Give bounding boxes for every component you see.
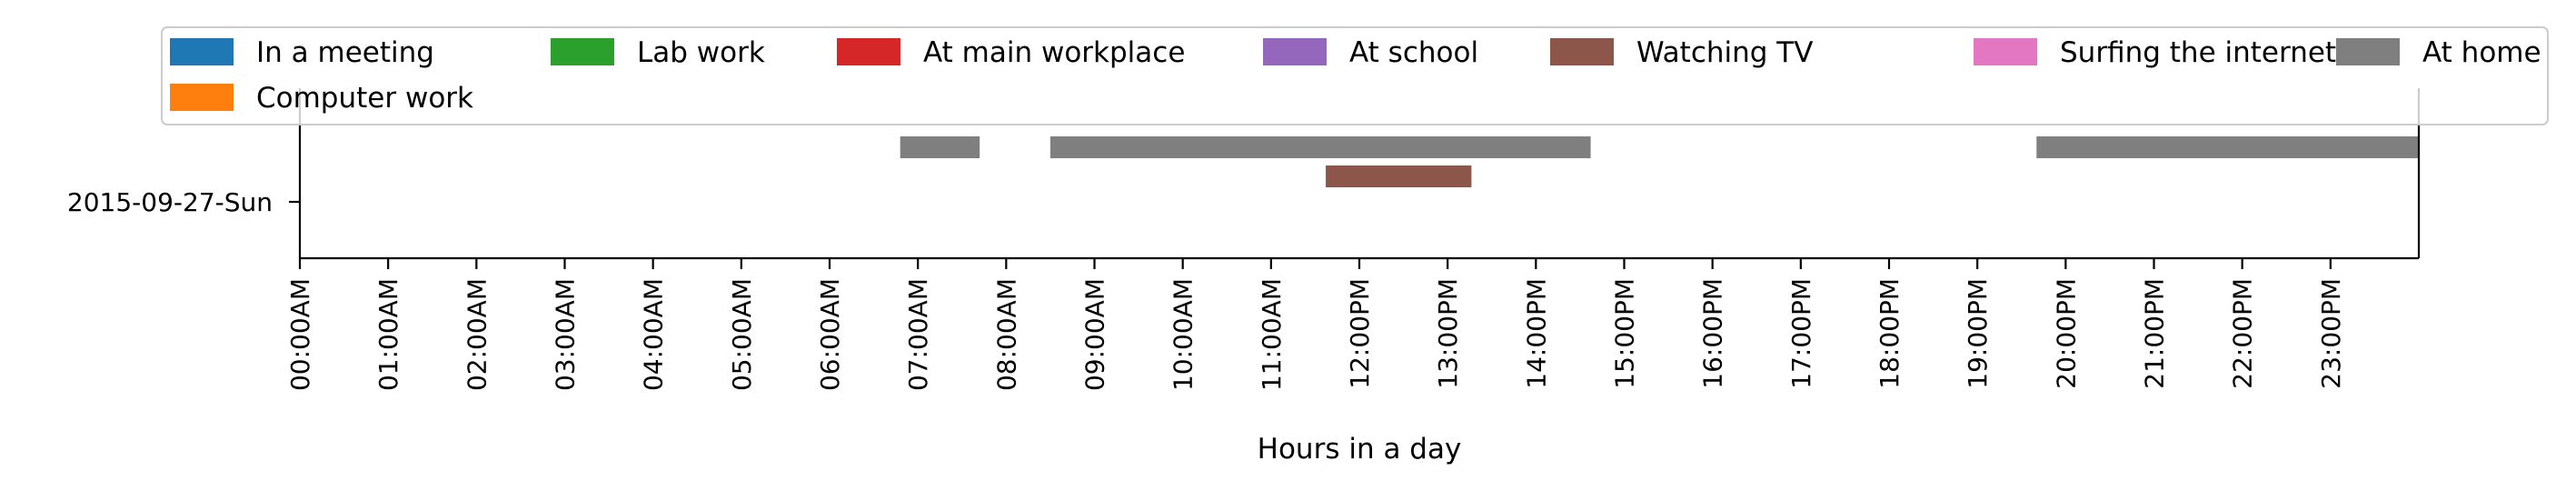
legend-label-at-main-workplace: At main workplace xyxy=(923,36,1185,69)
axes: 00:00AM 01:00AM 02:00AM 03:00AM 04:00AM 05:00… xyxy=(67,88,2421,466)
legend-label-surfing-the-internet: Surfing the internet xyxy=(2060,36,2336,69)
bar-at-home-2 xyxy=(2036,136,2419,158)
bar-watching-tv-0 xyxy=(1326,165,1472,187)
x-tick-label-18: 18:00PM xyxy=(1875,278,1905,389)
x-tick-label-16: 16:00PM xyxy=(1698,278,1728,389)
x-tick-label-23: 23:00PM xyxy=(2316,278,2346,389)
x-axis-label: Hours in a day xyxy=(1258,433,1462,466)
legend-label-watching-tv: Watching TV xyxy=(1636,36,1813,69)
legend-swatch-watching-tv xyxy=(1550,38,1614,65)
y-tick-label-0: 2015-09-27-Sun xyxy=(67,187,273,217)
legend-swatch-surfing-the-internet xyxy=(1974,38,2037,65)
legend-label-at-home: At home xyxy=(2422,36,2541,69)
legend-label-lab-work: Lab work xyxy=(637,36,765,69)
x-tick-label-9: 09:00AM xyxy=(1080,278,1110,391)
bar-at-home-0 xyxy=(900,136,980,158)
x-tick-label-11: 11:00AM xyxy=(1257,278,1287,391)
x-tick-label-17: 17:00PM xyxy=(1786,278,1816,389)
x-tick-label-5: 05:00AM xyxy=(727,278,757,391)
x-tick-label-2: 02:00AM xyxy=(462,278,492,391)
x-tick-label-6: 06:00AM xyxy=(815,278,845,391)
x-tick-label-8: 08:00AM xyxy=(991,278,1021,391)
x-tick-label-14: 14:00PM xyxy=(1521,278,1551,389)
x-tick-label-3: 03:00AM xyxy=(551,278,581,391)
legend-swatch-at-school xyxy=(1263,38,1327,65)
x-tick-label-7: 07:00AM xyxy=(903,278,933,391)
x-tick-label-4: 04:00AM xyxy=(639,278,669,391)
x-tick-label-19: 19:00PM xyxy=(1963,278,1993,389)
x-tick-label-20: 20:00PM xyxy=(2051,278,2081,389)
x-tick-label-1: 01:00AM xyxy=(373,278,403,391)
legend-swatch-at-main-workplace xyxy=(837,38,900,65)
legend-swatch-computer-work xyxy=(170,84,234,111)
x-tick-label-12: 12:00PM xyxy=(1345,278,1375,389)
legend-label-at-school: At school xyxy=(1349,36,1478,69)
x-tick-label-15: 15:00PM xyxy=(1610,278,1640,389)
legend: In a meeting Lab work At main workplace At … xyxy=(161,26,2549,125)
legend-swatch-lab-work xyxy=(551,38,614,65)
x-tick-label-10: 10:00AM xyxy=(1169,278,1198,391)
legend-swatch-at-home xyxy=(2336,38,2400,65)
x-tick-label-13: 13:00PM xyxy=(1433,278,1463,389)
x-tick-label-22: 22:00PM xyxy=(2228,278,2258,389)
bar-at-home-1 xyxy=(1049,136,1591,158)
legend-box xyxy=(161,26,2549,125)
plot-area xyxy=(900,136,2419,187)
legend-label-computer-work: Computer work xyxy=(256,82,473,115)
legend-swatch-in-a-meeting xyxy=(170,38,234,65)
legend-label-in-a-meeting: In a meeting xyxy=(256,36,434,69)
x-tick-label-0: 00:00AM xyxy=(285,278,315,391)
x-tick-label-21: 21:00PM xyxy=(2140,278,2170,389)
